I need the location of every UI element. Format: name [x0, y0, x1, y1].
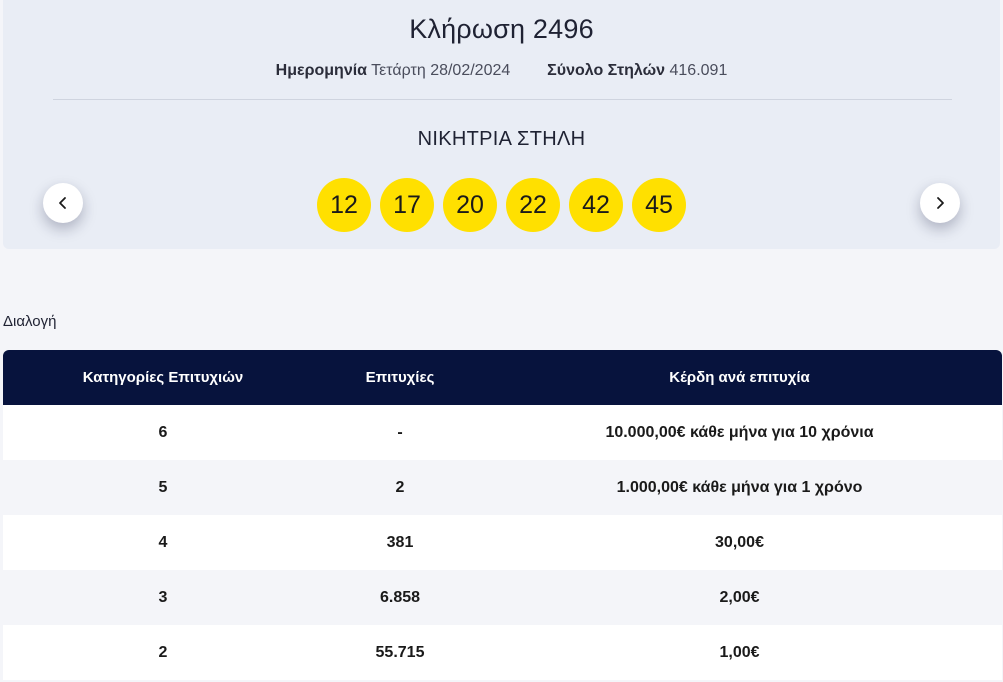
- prize-cell: 1,00€: [719, 643, 760, 661]
- column-header-categories: Κατηγορίες Επιτυχιών: [82, 369, 244, 386]
- prize-cell: 2,00€: [719, 588, 760, 606]
- winners-cell: 55.715: [375, 643, 425, 661]
- prize-cell: 1.000,00€ κάθε μήνα για 1 χρόνο: [616, 478, 863, 496]
- table-row: 3 6.858 2,00€: [3, 570, 1002, 625]
- date-value: Τετάρτη 28/02/2024: [371, 62, 511, 79]
- prize-cell: 10.000,00€ κάθε μήνα για 10 χρόνια: [605, 423, 874, 441]
- table-row: 5 2 1.000,00€ κάθε μήνα για 1 χρόνο: [3, 460, 1002, 515]
- section-label: Διαλογή: [3, 313, 57, 330]
- chevron-left-icon: [59, 197, 66, 209]
- chevron-right-icon: [937, 197, 944, 209]
- category-cell: 4: [158, 533, 168, 551]
- number-ball: 20: [443, 178, 497, 232]
- category-cell: 6: [158, 423, 168, 441]
- table-row: 6 - 10.000,00€ κάθε μήνα για 10 χρόνια: [3, 405, 1002, 460]
- draw-title: Κλήρωση 2496: [409, 14, 594, 44]
- total-columns-label: Σύνολο Στηλών: [547, 62, 666, 79]
- results-table: Κατηγορίες Επιτυχιών Επιτυχίες Κέρδη ανά…: [3, 350, 1002, 680]
- total-columns-value: 416.091: [669, 62, 728, 79]
- category-cell: 5: [158, 478, 168, 496]
- table-header: Κατηγορίες Επιτυχιών Επιτυχίες Κέρδη ανά…: [3, 350, 1002, 405]
- column-header-prize: Κέρδη ανά επιτυχία: [669, 369, 810, 386]
- draw-card: Κλήρωση 2496 Ημερομηνία Τετάρτη 28/02/20…: [3, 0, 1000, 249]
- winning-column-label: ΝΙΚΗΤΡΙΑ ΣΤΗΛΗ: [417, 128, 586, 150]
- next-draw-button[interactable]: [920, 183, 960, 223]
- number-ball: 12: [317, 178, 371, 232]
- prize-cell: 30,00€: [715, 533, 764, 551]
- number-ball: 42: [569, 178, 623, 232]
- number-ball: 22: [506, 178, 560, 232]
- category-cell: 2: [158, 643, 168, 661]
- winning-numbers: 12 17 20 22 42 45: [3, 178, 1000, 232]
- winners-cell: 2: [395, 478, 405, 496]
- winners-cell: -: [397, 423, 403, 441]
- date-label: Ημερομηνία: [275, 62, 367, 79]
- table-row: 2 55.715 1,00€: [3, 625, 1002, 680]
- winners-cell: 381: [386, 533, 414, 551]
- previous-draw-button[interactable]: [43, 183, 83, 223]
- number-ball: 17: [380, 178, 434, 232]
- winners-cell: 6.858: [379, 588, 421, 606]
- table-row: 4 381 30,00€: [3, 515, 1002, 570]
- category-cell: 3: [158, 588, 168, 606]
- number-ball: 45: [632, 178, 686, 232]
- column-header-winners: Επιτυχίες: [365, 369, 435, 386]
- draw-meta: Ημερομηνία Τετάρτη 28/02/2024 Σύνολο Στη…: [3, 62, 1000, 80]
- divider: [53, 99, 952, 100]
